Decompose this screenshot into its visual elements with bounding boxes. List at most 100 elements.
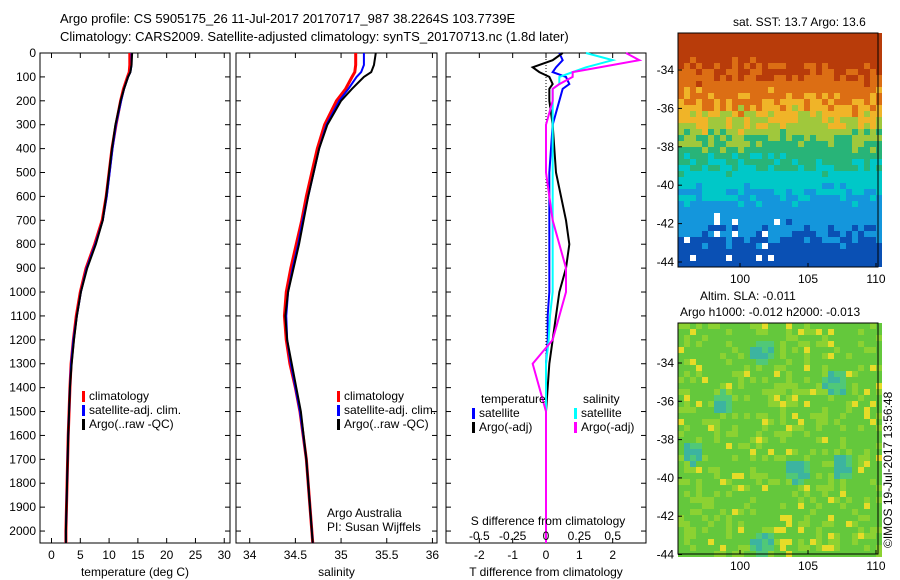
map-cell	[804, 225, 810, 231]
map-cell	[840, 177, 846, 183]
map-cell	[876, 413, 882, 419]
map-cell	[720, 539, 726, 545]
map-cell	[738, 51, 744, 57]
map-cell	[726, 249, 732, 255]
map-cell	[768, 431, 774, 437]
map-cell	[780, 503, 786, 509]
map-cell	[810, 425, 816, 431]
map-cell	[852, 461, 858, 467]
map-cell	[816, 473, 822, 479]
map-cell	[798, 141, 804, 147]
map-cell	[810, 183, 816, 189]
map-cell	[816, 75, 822, 81]
legend-swatch	[337, 391, 340, 402]
map-cell	[840, 473, 846, 479]
map-cell	[744, 51, 750, 57]
map-cell	[804, 147, 810, 153]
map-cell	[804, 443, 810, 449]
map-cell	[684, 341, 690, 347]
map-cell	[702, 177, 708, 183]
legend-swatch	[472, 408, 475, 419]
map-cell	[732, 87, 738, 93]
map-cell	[792, 63, 798, 69]
map-cell	[822, 539, 828, 545]
map-cell	[708, 359, 714, 365]
map-cell	[780, 69, 786, 75]
map-cell	[690, 33, 696, 39]
map-cell	[708, 545, 714, 551]
map-cell	[858, 159, 864, 165]
map-cell	[852, 377, 858, 383]
map-cell	[732, 153, 738, 159]
map-cell	[684, 323, 690, 329]
map-cell	[840, 237, 846, 243]
map-cell	[762, 141, 768, 147]
map-cell	[756, 255, 762, 261]
map-cell	[834, 491, 840, 497]
map-cell	[762, 389, 768, 395]
map-cell	[756, 395, 762, 401]
map-cell	[762, 177, 768, 183]
map-cell	[852, 93, 858, 99]
map-cell	[696, 171, 702, 177]
map-cell	[846, 425, 852, 431]
map-cell	[750, 243, 756, 249]
map-cell	[744, 449, 750, 455]
map-cell	[798, 473, 804, 479]
map-cell	[714, 491, 720, 497]
map-cell	[720, 213, 726, 219]
map-cell	[678, 75, 684, 81]
map-cell	[696, 341, 702, 347]
map-cell	[876, 521, 882, 527]
map-cell	[768, 329, 774, 335]
map-cell	[858, 545, 864, 551]
map-cell	[684, 359, 690, 365]
map-cell	[828, 401, 834, 407]
map-cell	[828, 371, 834, 377]
map-cell	[744, 249, 750, 255]
map-cell	[714, 323, 720, 329]
map-cell	[840, 515, 846, 521]
map-cell	[774, 323, 780, 329]
map-cell	[702, 51, 708, 57]
map-cell	[690, 539, 696, 545]
map-cell	[684, 353, 690, 359]
map-cell	[696, 329, 702, 335]
map-cell	[846, 129, 852, 135]
map-cell	[696, 491, 702, 497]
map-cell	[864, 407, 870, 413]
map-cell	[834, 503, 840, 509]
map-cell	[798, 51, 804, 57]
map-cell	[756, 425, 762, 431]
map-cell	[780, 219, 786, 225]
map-cell	[852, 225, 858, 231]
map-cell	[828, 261, 834, 267]
depth-tick-label: 1300	[9, 357, 36, 371]
map-cell	[756, 323, 762, 329]
map-cell	[738, 219, 744, 225]
map-cell	[816, 329, 822, 335]
map-cell	[852, 503, 858, 509]
map-cell	[840, 365, 846, 371]
map-cell	[774, 461, 780, 467]
map-cell	[696, 165, 702, 171]
map-cell	[804, 57, 810, 63]
map-cell	[690, 105, 696, 111]
map-cell	[798, 117, 804, 123]
map-cell	[846, 87, 852, 93]
map-cell	[846, 123, 852, 129]
map-cell	[864, 365, 870, 371]
map-cell	[810, 153, 816, 159]
map-cell	[828, 255, 834, 261]
map-cell	[780, 461, 786, 467]
series-line-argo-raw-qc-	[64, 52, 134, 543]
map-cell	[738, 527, 744, 533]
map-cell	[786, 33, 792, 39]
map-cell	[702, 213, 708, 219]
map-cell	[756, 521, 762, 527]
map-cell	[780, 171, 786, 177]
map-cell	[822, 461, 828, 467]
map-cell	[846, 201, 852, 207]
map-cell	[774, 105, 780, 111]
map-cell	[822, 509, 828, 515]
